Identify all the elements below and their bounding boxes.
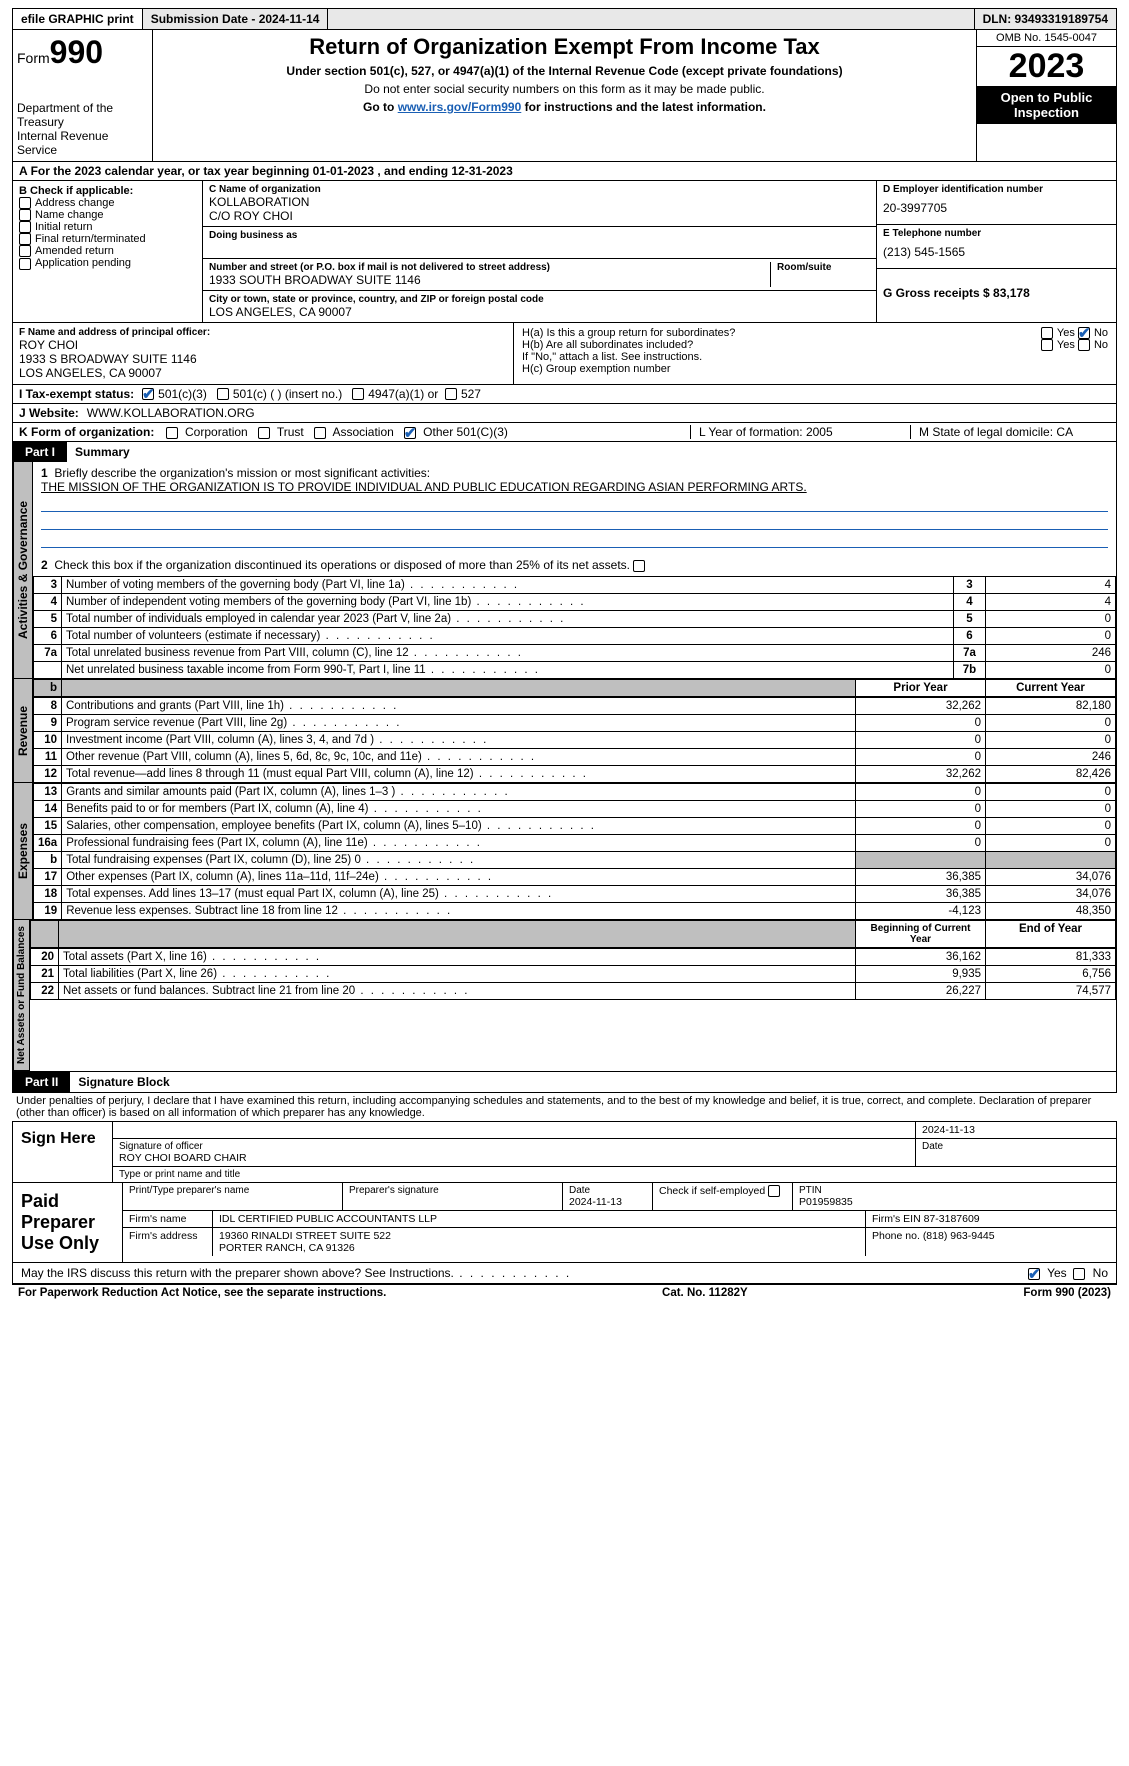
- chk-initial-return[interactable]: [19, 221, 31, 233]
- chk-501c[interactable]: [217, 388, 229, 400]
- chk-name-change[interactable]: [19, 209, 31, 221]
- page-footer: For Paperwork Reduction Act Notice, see …: [12, 1284, 1117, 1301]
- tax-year-line: A For the 2023 calendar year, or tax yea…: [13, 162, 1116, 181]
- chk-self-employed[interactable]: [768, 1185, 780, 1197]
- city-state-zip: LOS ANGELES, CA 90007: [209, 305, 870, 319]
- state-domicile: M State of legal domicile: CA: [910, 425, 1110, 439]
- firm-phone: (818) 963-9445: [923, 1230, 995, 1242]
- chk-amended[interactable]: [19, 245, 31, 257]
- ha-question: H(a) Is this a group return for subordin…: [522, 327, 1041, 339]
- chk-hb-yes[interactable]: [1041, 339, 1053, 351]
- sign-here-label: Sign Here: [13, 1122, 113, 1182]
- chk-corp[interactable]: [166, 427, 178, 439]
- officer-name: ROY CHOI: [19, 338, 507, 352]
- ptin: P01959835: [799, 1196, 1110, 1208]
- row-i-status: I Tax-exempt status: 501(c)(3) 501(c) ( …: [12, 385, 1117, 404]
- chk-ha-yes[interactable]: [1041, 327, 1053, 339]
- part1-header: Part I: [13, 442, 67, 462]
- goto-note: Go to www.irs.gov/Form990 for instructio…: [157, 100, 972, 114]
- year-formation: L Year of formation: 2005: [690, 425, 910, 439]
- form-title: Return of Organization Exempt From Incom…: [157, 34, 972, 60]
- dept-treasury: Department of the Treasury: [17, 101, 148, 129]
- table-expenses: 13Grants and similar amounts paid (Part …: [33, 783, 1116, 920]
- col-b-checkboxes: B Check if applicable: Address change Na…: [13, 181, 203, 322]
- officer-sig-name: ROY CHOI BOARD CHAIR: [119, 1152, 909, 1164]
- paid-preparer-label: Paid Preparer Use Only: [13, 1183, 123, 1262]
- chk-hb-no[interactable]: [1078, 339, 1090, 351]
- efile-button[interactable]: efile GRAPHIC print: [13, 9, 143, 29]
- submission-date: Submission Date - 2024-11-14: [143, 9, 329, 29]
- chk-app-pending[interactable]: [19, 258, 31, 270]
- dln: DLN: 93493319189754: [974, 9, 1116, 29]
- firm-name: IDL CERTIFIED PUBLIC ACCOUNTANTS LLP: [213, 1211, 866, 1227]
- website-value: WWW.KOLLABORATION.ORG: [87, 406, 255, 420]
- vert-revenue: Revenue: [13, 679, 33, 783]
- chk-other[interactable]: [404, 427, 416, 439]
- perjury-declaration: Under penalties of perjury, I declare th…: [12, 1093, 1117, 1121]
- ssn-note: Do not enter social security numbers on …: [157, 82, 972, 96]
- org-name: KOLLABORATION: [209, 195, 870, 209]
- chk-address-change[interactable]: [19, 197, 31, 209]
- section-a: A For the 2023 calendar year, or tax yea…: [12, 162, 1117, 385]
- chk-final-return[interactable]: [19, 233, 31, 245]
- may-irs-discuss: May the IRS discuss this return with the…: [21, 1266, 1028, 1280]
- form-number: Form990: [17, 34, 148, 71]
- table-governance: 3Number of voting members of the governi…: [33, 576, 1116, 679]
- form-header: Form990 Department of the Treasury Inter…: [12, 30, 1117, 162]
- open-inspection: Open to Public Inspection: [977, 86, 1116, 124]
- chk-discuss-yes[interactable]: [1028, 1268, 1040, 1280]
- omb-number: OMB No. 1545-0047: [977, 30, 1116, 47]
- telephone: (213) 545-1565: [883, 239, 1110, 265]
- hc-label: H(c) Group exemption number: [522, 363, 1108, 375]
- chk-ha-no[interactable]: [1078, 327, 1090, 339]
- firm-ein: 87-3187609: [924, 1213, 980, 1225]
- irs-link[interactable]: www.irs.gov/Form990: [398, 100, 522, 114]
- firm-addr2: PORTER RANCH, CA 91326: [219, 1242, 859, 1254]
- mission-text: THE MISSION OF THE ORGANIZATION IS TO PR…: [41, 480, 1108, 494]
- vert-governance: Activities & Governance: [13, 462, 33, 679]
- chk-assoc[interactable]: [314, 427, 326, 439]
- org-co: C/O ROY CHOI: [209, 209, 870, 223]
- subtitle: Under section 501(c), 527, or 4947(a)(1)…: [157, 64, 972, 78]
- table-net-header: Beginning of Current YearEnd of Year: [30, 920, 1116, 948]
- ein: 20-3997705: [883, 195, 1110, 221]
- chk-527[interactable]: [445, 388, 457, 400]
- table-revenue-header: bPrior YearCurrent Year: [33, 679, 1116, 697]
- chk-501c3[interactable]: [142, 388, 154, 400]
- part2-title: Signature Block: [70, 1072, 177, 1092]
- row-j-website: J Website: WWW.KOLLABORATION.ORG: [12, 404, 1117, 423]
- tax-year: 2023: [977, 47, 1116, 86]
- hb-question: H(b) Are all subordinates included?: [522, 339, 1041, 351]
- part1-title: Summary: [67, 442, 138, 462]
- chk-trust[interactable]: [258, 427, 270, 439]
- row-k: K Form of organization: Corporation Trus…: [12, 423, 1117, 442]
- vert-expenses: Expenses: [13, 783, 33, 920]
- firm-addr1: 19360 RINALDI STREET SUITE 522: [219, 1230, 859, 1242]
- chk-discuss-no[interactable]: [1073, 1268, 1085, 1280]
- chk-discontinued[interactable]: [633, 560, 645, 572]
- chk-4947[interactable]: [352, 388, 364, 400]
- table-netassets: 20Total assets (Part X, line 16)36,16281…: [30, 948, 1116, 1000]
- top-bar: efile GRAPHIC print Submission Date - 20…: [12, 8, 1117, 30]
- part2-header: Part II: [13, 1072, 70, 1092]
- irs-label: Internal Revenue Service: [17, 129, 148, 157]
- table-revenue: 8Contributions and grants (Part VIII, li…: [33, 697, 1116, 783]
- street-address: 1933 SOUTH BROADWAY SUITE 1146: [209, 273, 770, 287]
- gross-receipts: G Gross receipts $ 83,178: [883, 286, 1110, 300]
- vert-netassets: Net Assets or Fund Balances: [13, 920, 30, 1071]
